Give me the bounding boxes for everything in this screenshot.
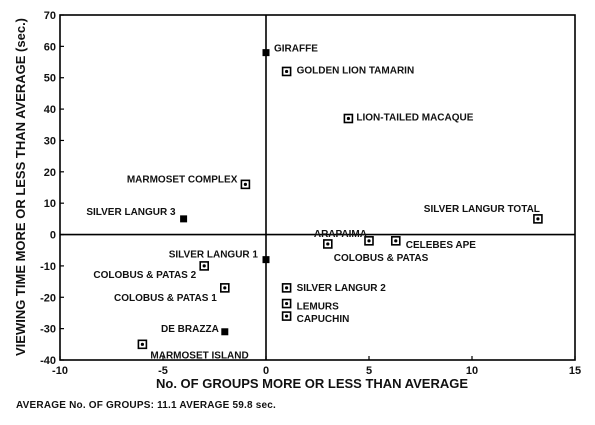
point-label-capuchin: CAPUCHIN — [297, 314, 350, 325]
point-label-marmoset-complex: MARMOSET COMPLEX — [127, 174, 238, 185]
y-axis-title: VIEWING TIME MORE OR LESS THAN AVERAGE (… — [13, 18, 28, 356]
point-label-lion-tailed-macaque: LION-TAILED MACAQUE — [356, 113, 473, 124]
x-axis-title: No. OF GROUPS MORE OR LESS THAN AVERAGE — [156, 376, 468, 391]
y-tick-label: -10 — [40, 261, 56, 273]
averages-caption: AVERAGE No. OF GROUPS: 11.1 AVERAGE 59.8… — [16, 400, 277, 411]
point-center-marmoset-island — [140, 342, 144, 346]
point-center-lion-tailed-macaque — [346, 116, 350, 121]
point-label-de-brazza: DE BRAZZA — [161, 324, 219, 335]
point-center-silver-langur-2 — [285, 286, 289, 290]
point-center-silver-langur-total — [536, 217, 540, 221]
y-tick-label: 20 — [44, 167, 56, 179]
y-tick-label: -30 — [40, 324, 56, 336]
y-axis-ticks: 70 60 50 40 30 20 10 0 -10 -20 -30 -40 — [40, 10, 64, 367]
point-giraffe — [262, 49, 270, 57]
point-center-colobus-patas — [326, 242, 330, 246]
plot-area — [59, 14, 576, 361]
x-tick-label: 0 — [263, 365, 269, 377]
data-points: GIRAFFE GOLDEN LION TAMARIN LION-TAILED MA… — [86, 44, 543, 361]
y-tick-label: 10 — [44, 198, 56, 210]
x-axis-ticks: -10 -5 0 5 10 15 — [52, 356, 581, 377]
y-tick-label: 50 — [44, 73, 56, 85]
x-tick-label: 15 — [569, 365, 581, 377]
y-tick-label: -40 — [40, 355, 56, 367]
point-silver-langur-3 — [180, 215, 188, 223]
point-label-arapaima: ARAPAIMA — [314, 229, 367, 240]
point-center-arapaima — [367, 239, 371, 243]
y-tick-label: 30 — [44, 135, 56, 147]
x-tick-label: 10 — [466, 365, 478, 377]
point-center-lemurs — [285, 301, 289, 306]
point-center-marmoset-complex — [243, 182, 247, 186]
point-center-capuchin — [285, 314, 289, 318]
point-label-colobus-patas: COLOBUS & PATAS — [334, 253, 429, 264]
point-label-silver-langur-3: SILVER LANGUR 3 — [86, 207, 176, 218]
point-label-colobus-patas-1: COLOBUS & PATAS 1 — [114, 293, 217, 304]
y-tick-label: 40 — [44, 104, 56, 116]
point-label-golden-lion-tamarin: GOLDEN LION TAMARIN — [297, 65, 415, 76]
y-tick-label: -20 — [40, 292, 56, 304]
point-label-marmoset-island: MARMOSET ISLAND — [150, 350, 248, 361]
x-tick-label: 5 — [366, 365, 372, 377]
point-center-golden-lion-tamarin — [285, 69, 289, 74]
point-silver-langur-1 — [262, 256, 270, 264]
point-label-colobus-patas-2: COLOBUS & PATAS 2 — [93, 270, 196, 281]
x-tick-label: -5 — [158, 365, 168, 377]
point-label-lemurs: LEMURS — [297, 302, 340, 313]
point-label-silver-langur-1: SILVER LANGUR 1 — [169, 250, 259, 261]
point-de-brazza — [221, 328, 229, 336]
point-label-silver-langur-2: SILVER LANGUR 2 — [297, 283, 387, 294]
point-label-silver-langur-total: SILVER LANGUR TOTAL — [424, 204, 540, 215]
y-tick-label: 70 — [44, 10, 56, 22]
plot-border — [59, 14, 576, 361]
point-label-giraffe: GIRAFFE — [274, 44, 318, 55]
point-center-celebes-ape — [394, 239, 398, 243]
point-center-colobus-patas-2 — [202, 264, 206, 268]
y-tick-label: 0 — [50, 230, 56, 242]
point-center-colobus-patas-1 — [223, 286, 227, 290]
point-label-celebes-ape: CELEBES APE — [406, 240, 477, 251]
y-tick-label: 60 — [44, 41, 56, 53]
x-tick-label: -10 — [52, 365, 68, 377]
